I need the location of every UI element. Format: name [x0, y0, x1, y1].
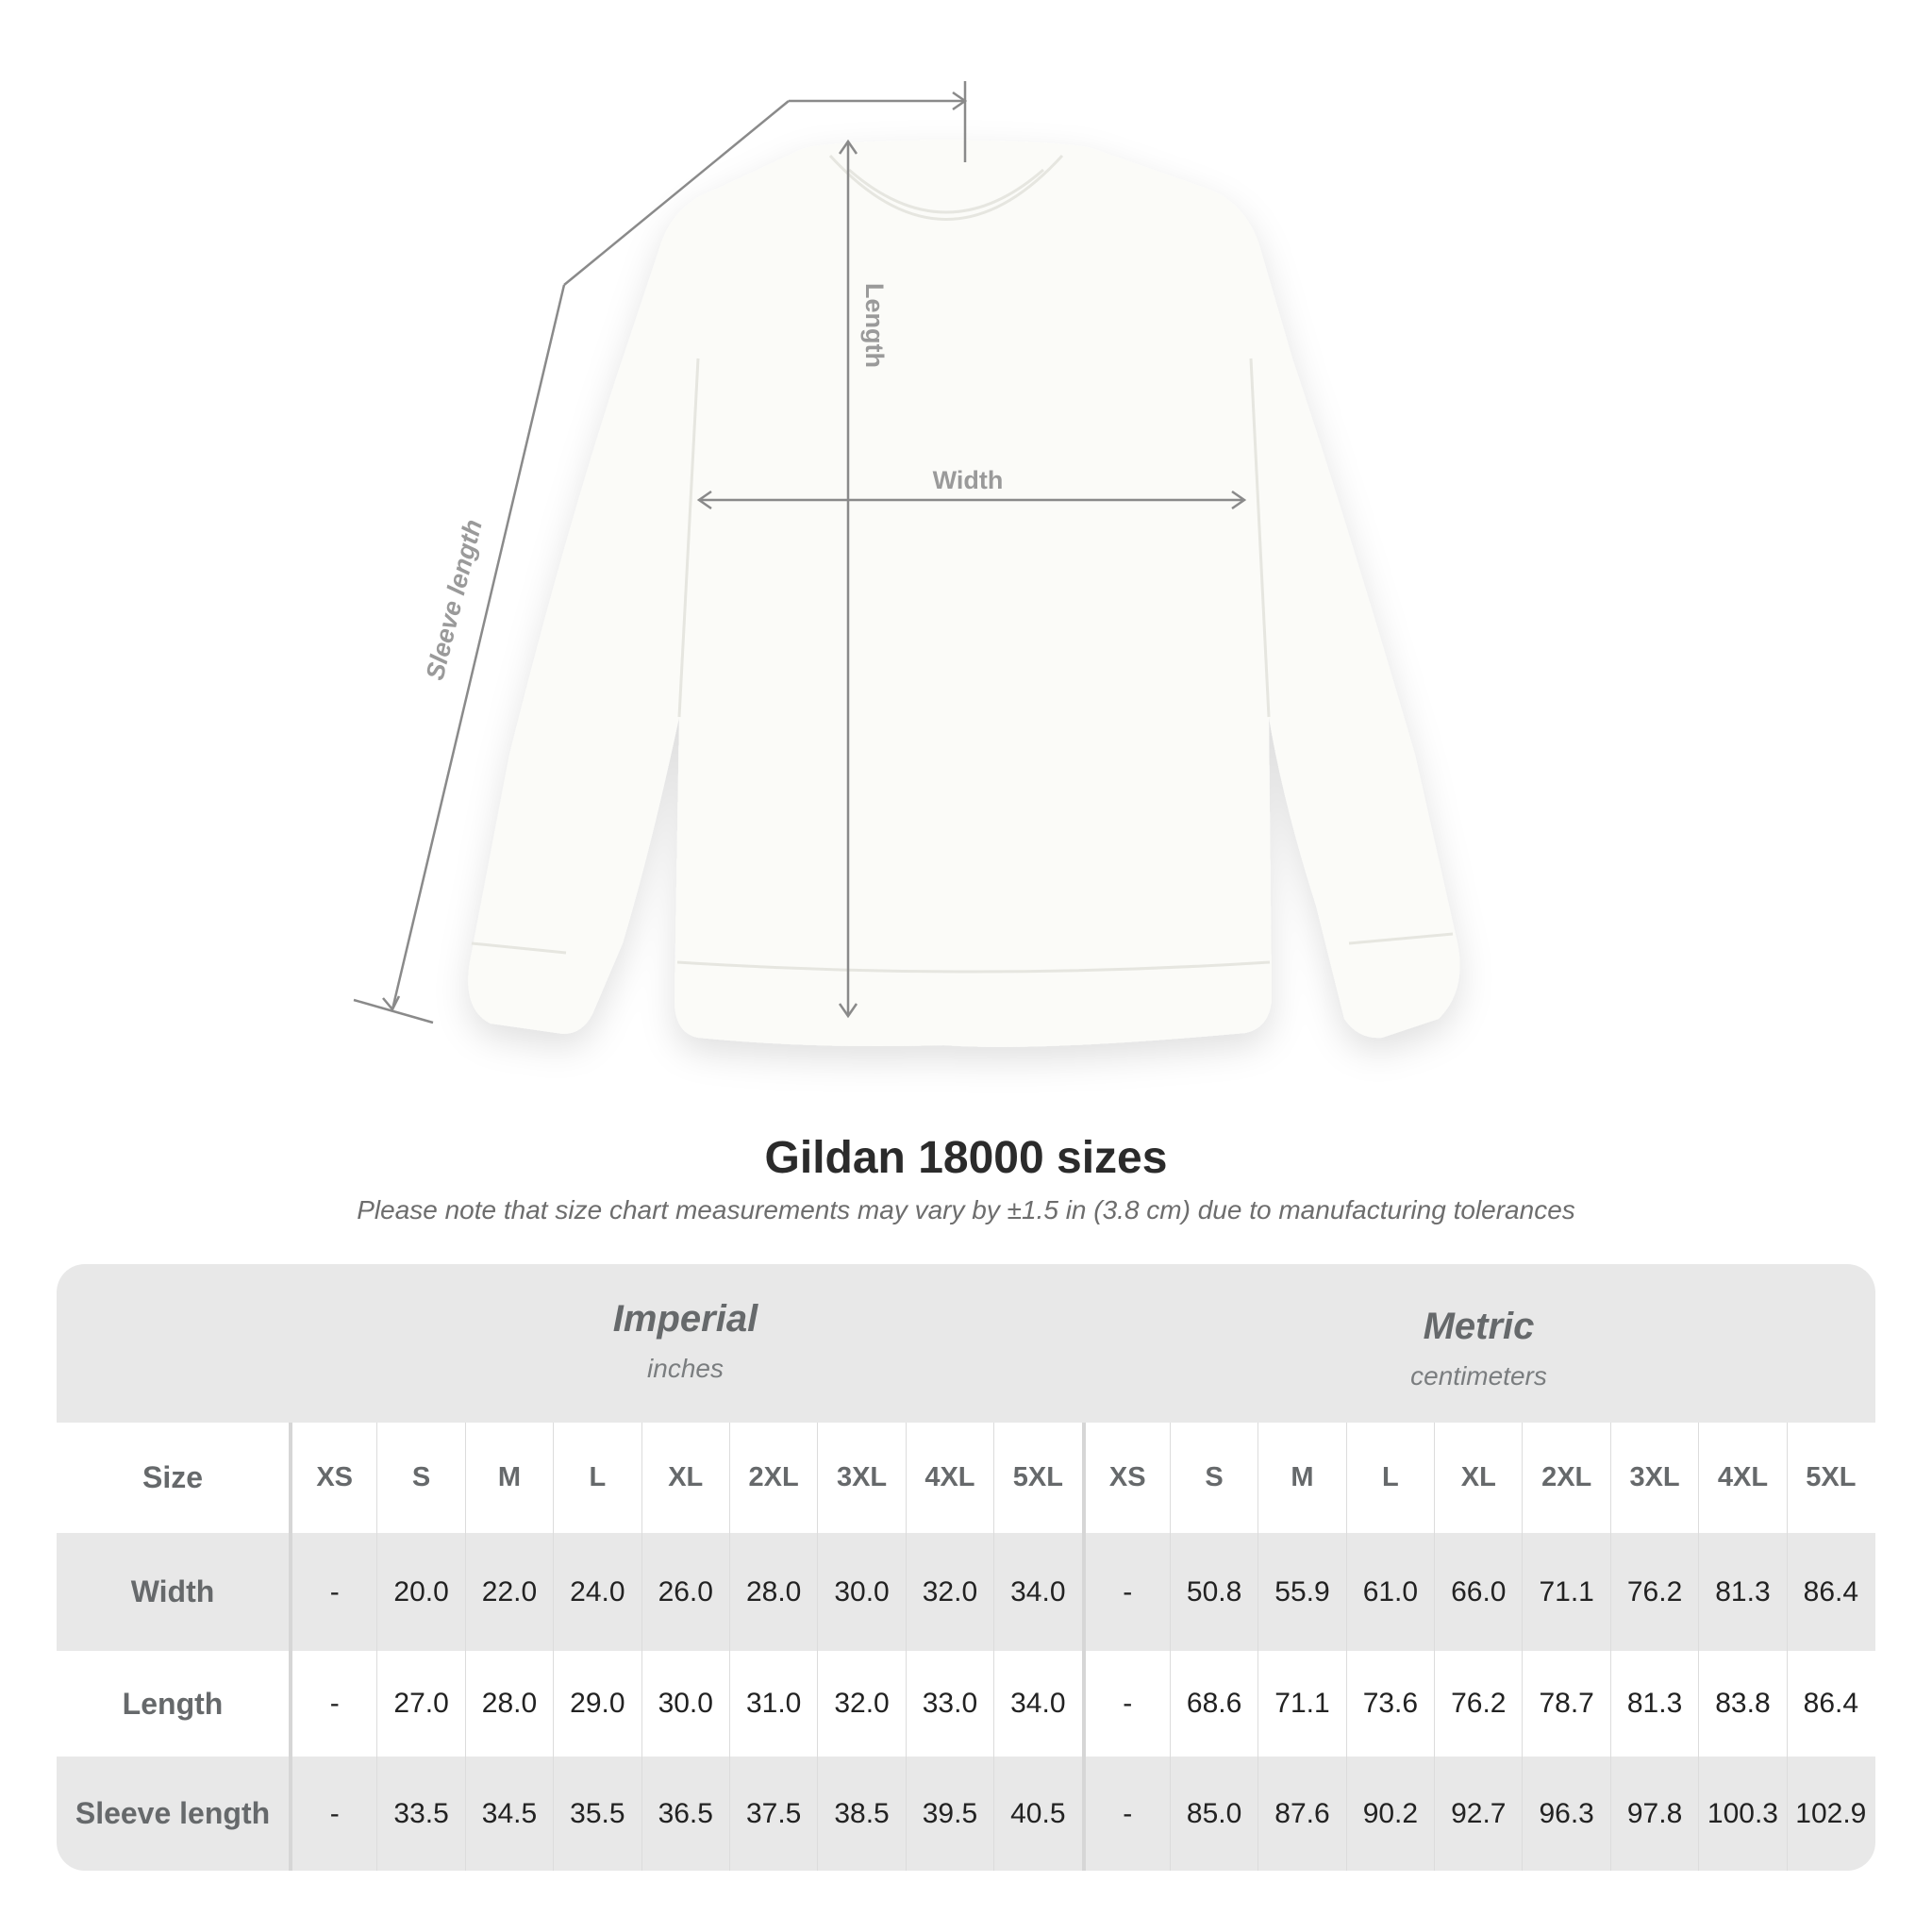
table-cell-imperial: 26.0	[641, 1533, 729, 1651]
sleeve-length-label: Sleeve length	[421, 517, 488, 683]
table-cell-imperial: 24.0	[553, 1533, 641, 1651]
table-cell-metric: 68.6	[1169, 1651, 1257, 1757]
table-cell-metric: 86.4	[1786, 1651, 1874, 1757]
table-cell-metric: 102.9	[1786, 1757, 1874, 1871]
metric-unit: centimeters	[1410, 1361, 1547, 1391]
table-cell-metric: 83.8	[1698, 1651, 1786, 1757]
table-cell-imperial: 29.0	[553, 1651, 641, 1757]
table-cell-metric: 50.8	[1169, 1533, 1257, 1651]
table-cell-imperial: 38.5	[817, 1757, 905, 1871]
table-cell-imperial: -	[289, 1533, 376, 1651]
table-cell-imperial: 22.0	[464, 1533, 553, 1651]
width-label: Width	[933, 466, 1004, 494]
table-row: Sleeve length -33.5 34.5 35.5 36.5 37.5 38.5 39…	[57, 1757, 1875, 1871]
sweatshirt-seams	[471, 154, 1454, 974]
size-header-metric: 4XL	[1698, 1423, 1786, 1533]
size-label: Size	[142, 1460, 204, 1494]
table-cell-imperial: 31.0	[728, 1651, 817, 1757]
table-cell-metric: 76.2	[1434, 1651, 1522, 1757]
metric-label: Metric	[1423, 1306, 1535, 1347]
size-header-imperial: 4XL	[905, 1423, 993, 1533]
size-header-metric: S	[1169, 1423, 1257, 1533]
table-cell-imperial: -	[289, 1757, 376, 1871]
sweatshirt-illustration: Length Width Sleeve length	[353, 81, 1460, 1047]
table-cell-metric: 81.3	[1609, 1651, 1698, 1757]
table-cell-metric: 96.3	[1522, 1757, 1609, 1871]
table-cell-imperial: -	[289, 1651, 376, 1757]
table-cell-imperial: 35.5	[553, 1757, 641, 1871]
row-label: Sleeve length	[75, 1796, 271, 1830]
table-cell-metric: -	[1081, 1757, 1170, 1871]
table-row: Width -20.0 22.0 24.0 26.0 28.0 30.0 32.0 34.0-5…	[57, 1533, 1875, 1651]
table-cell-metric: 78.7	[1522, 1651, 1609, 1757]
table-cell-imperial: 33.5	[376, 1757, 464, 1871]
size-header-metric: M	[1257, 1423, 1345, 1533]
table-cell-metric: 90.2	[1345, 1757, 1434, 1871]
page-title: Gildan 18000 sizes	[764, 1133, 1168, 1183]
size-header-imperial: S	[376, 1423, 464, 1533]
tolerance-note: Please note that size chart measurements…	[357, 1195, 1575, 1224]
size-header-metric: L	[1345, 1423, 1434, 1533]
row-label: Length	[122, 1686, 224, 1721]
table-cell-metric: 97.8	[1609, 1757, 1698, 1871]
size-header-imperial: XL	[641, 1423, 729, 1533]
table-cell-metric: -	[1081, 1533, 1170, 1651]
table-cell-metric: 87.6	[1257, 1757, 1345, 1871]
table-cell-metric: 55.9	[1257, 1533, 1345, 1651]
size-header-metric: XS	[1081, 1423, 1170, 1533]
size-header-imperial: 2XL	[728, 1423, 817, 1533]
size-header-imperial: XS	[289, 1423, 376, 1533]
size-header-metric: 3XL	[1609, 1423, 1698, 1533]
table-cell-metric: 66.0	[1434, 1533, 1522, 1651]
size-header-metric: XL	[1434, 1423, 1522, 1533]
table-cell-imperial: 34.0	[993, 1533, 1081, 1651]
size-header-imperial: L	[553, 1423, 641, 1533]
table-cell-imperial: 20.0	[376, 1533, 464, 1651]
table-cell-metric: 71.1	[1257, 1651, 1345, 1757]
imperial-label: Imperial	[612, 1298, 758, 1340]
table-cell-metric: 100.3	[1698, 1757, 1786, 1871]
size-header-imperial: M	[464, 1423, 553, 1533]
size-table: Imperial inches Metric centimeters Size X…	[57, 1264, 1875, 1871]
table-cell-imperial: 32.0	[817, 1651, 905, 1757]
table-cell-imperial: 37.5	[728, 1757, 817, 1871]
table-cell-metric: 86.4	[1786, 1533, 1874, 1651]
imperial-unit: inches	[647, 1354, 724, 1383]
sweatshirt-body	[468, 140, 1460, 1047]
metric-header: Metric centimeters	[1082, 1264, 1875, 1464]
row-label: Width	[130, 1574, 215, 1608]
size-header-row: Size XS S M L XL 2XL 3XL 4XL 5XL XS S M L XL 2XL 3XL 4XL 5…	[57, 1423, 1875, 1533]
table-cell-imperial: 34.5	[464, 1757, 553, 1871]
table-cell-imperial: 28.0	[464, 1651, 553, 1757]
table-cell-imperial: 32.0	[905, 1533, 993, 1651]
imperial-header: Imperial inches	[289, 1264, 1082, 1457]
table-cell-imperial: 34.0	[993, 1651, 1081, 1757]
table-row: Length -27.0 28.0 29.0 30.0 31.0 32.0 33.0 34.0-…	[57, 1651, 1875, 1757]
table-cell-metric: 81.3	[1698, 1533, 1786, 1651]
measurement-lines	[353, 81, 1247, 1024]
table-cell-metric: -	[1081, 1651, 1170, 1757]
table-cell-imperial: 40.5	[993, 1757, 1081, 1871]
table-cell-metric: 85.0	[1169, 1757, 1257, 1871]
table-cell-metric: 61.0	[1345, 1533, 1434, 1651]
table-cell-metric: 73.6	[1345, 1651, 1434, 1757]
size-header-metric: 2XL	[1522, 1423, 1609, 1533]
table-cell-imperial: 28.0	[728, 1533, 817, 1651]
table-cell-imperial: 30.0	[817, 1533, 905, 1651]
table-cell-metric: 92.7	[1434, 1757, 1522, 1871]
table-cell-metric: 71.1	[1522, 1533, 1609, 1651]
table-cell-metric: 76.2	[1609, 1533, 1698, 1651]
table-cell-imperial: 39.5	[905, 1757, 993, 1871]
size-header-metric: 5XL	[1786, 1423, 1874, 1533]
size-header-imperial: 5XL	[993, 1423, 1081, 1533]
table-cell-imperial: 36.5	[641, 1757, 729, 1871]
length-label: Length	[860, 283, 889, 368]
table-cell-imperial: 27.0	[376, 1651, 464, 1757]
table-cell-imperial: 30.0	[641, 1651, 729, 1757]
table-cell-imperial: 33.0	[905, 1651, 993, 1757]
size-header-imperial: 3XL	[817, 1423, 905, 1533]
